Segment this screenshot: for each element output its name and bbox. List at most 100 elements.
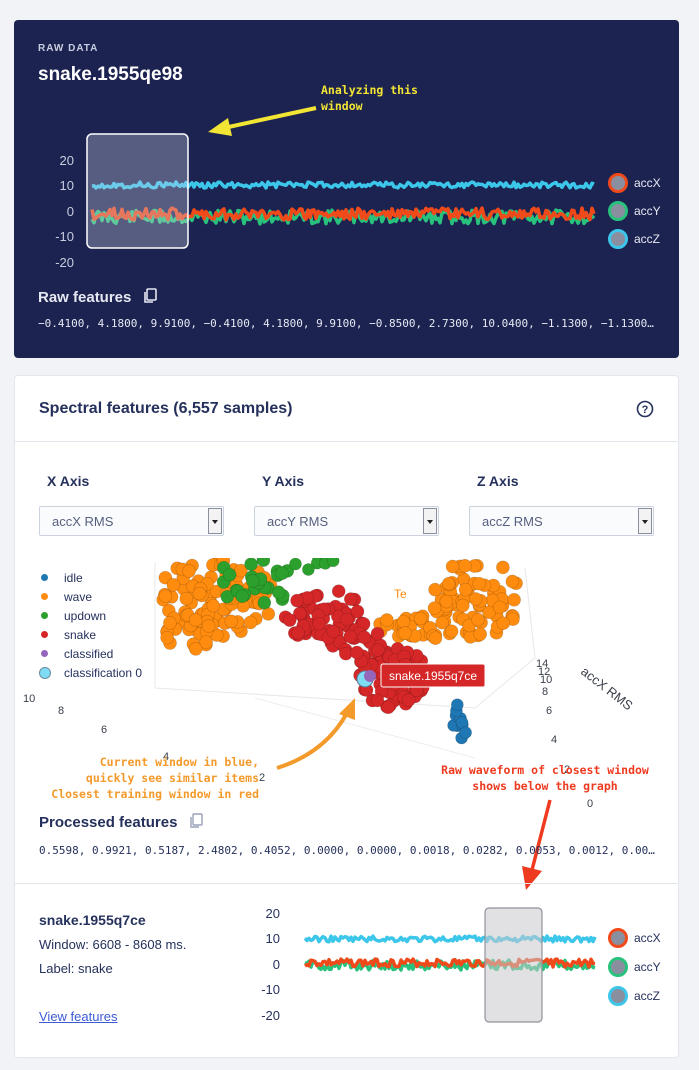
right-tick: 14 (536, 658, 548, 670)
analyzing-annotation: Analyzing this window (321, 83, 418, 113)
y-tick: -10 (261, 982, 280, 997)
feature-scatter-plot[interactable]: snake.1955q7ce Te 14 12 10 8 6 4 2 0 10 … (15, 558, 678, 808)
classified-point (364, 670, 376, 682)
raw-features-values: −0.4100, 4.1800, 9.9100, −0.4100, 4.1800… (38, 317, 658, 330)
left-tick: 4 (163, 751, 169, 763)
scatter-point (507, 592, 521, 607)
y-tick: 0 (67, 204, 74, 219)
legend-item[interactable]: idle (39, 568, 142, 587)
scatter-point (292, 606, 307, 621)
legend-label: accY (634, 960, 661, 974)
legend-item[interactable]: snake (39, 625, 142, 644)
scatter-point (381, 700, 396, 715)
right-tick: 2 (564, 764, 570, 776)
processed-features-label: Processed features (39, 813, 203, 831)
legend-dot-icon (41, 650, 48, 657)
scatter-point (302, 563, 315, 576)
scatter-point (444, 624, 459, 639)
legend-label: accY (634, 204, 661, 218)
view-features-link[interactable]: View features (39, 1009, 118, 1024)
scatter-point (222, 567, 237, 582)
divider (15, 883, 678, 884)
z-axis-select[interactable]: accZ RMS (469, 506, 654, 536)
legend-label: accX (634, 176, 661, 190)
scatter-point (331, 584, 346, 599)
scatter-point (182, 564, 196, 578)
y-axis-select[interactable]: accY RMS (254, 506, 439, 536)
signal-lines (303, 934, 597, 972)
y-tick: -20 (55, 255, 74, 270)
legend-item[interactable]: classified (39, 644, 142, 663)
scatter-point (289, 558, 302, 571)
spectral-title: Spectral features (6,557 samples) (39, 400, 293, 417)
copy-icon[interactable] (143, 288, 157, 304)
scatter-point (326, 558, 340, 568)
y-tick: 0 (273, 957, 280, 972)
scatter-point (224, 614, 239, 629)
right-tick: 0 (587, 798, 593, 808)
scatter-point (201, 619, 216, 633)
scatter-point (439, 594, 454, 609)
scatter-point (473, 627, 488, 642)
closest-sample-chart[interactable]: 20 10 0 -10 -20 accX accY accZ (245, 901, 665, 1031)
signal-lines (90, 180, 596, 226)
legend-swatch-icon (608, 229, 628, 249)
legend-item[interactable]: updown (39, 606, 142, 625)
red-annotation: Raw waveform of closest window shows bel… (441, 763, 649, 793)
help-icon[interactable]: ? (636, 400, 654, 418)
x-axis-select[interactable]: accX RMS (39, 506, 224, 536)
scatter-point (496, 560, 510, 575)
left-tick: 2 (259, 772, 265, 784)
scatter-point (459, 726, 472, 739)
chevron-down-icon[interactable] (638, 508, 652, 534)
scatter-point (163, 616, 177, 630)
chevron-down-icon[interactable] (208, 508, 222, 534)
scatter-point (428, 582, 442, 597)
legend-swatch-icon (608, 201, 628, 221)
legend-swatch-icon (608, 986, 628, 1006)
legend-item[interactable]: wave (39, 587, 142, 606)
legend-item[interactable]: classification 0 (39, 663, 142, 682)
scatter-point (343, 592, 358, 606)
scatter-point (350, 604, 365, 619)
y-axis-label: Y Axis (262, 473, 305, 489)
closest-sample-label: Label: snake (39, 961, 113, 976)
signal-legend: accX accY accZ (608, 173, 661, 249)
scatter-point (496, 616, 511, 631)
scatter-point (343, 629, 358, 644)
legend-dot-icon (41, 574, 48, 581)
y-tick: 10 (60, 178, 74, 193)
chevron-down-icon[interactable] (423, 508, 437, 534)
scatter-points (156, 558, 523, 745)
scatter-point (291, 625, 305, 640)
axis-title: accX RMS (578, 664, 636, 714)
scatter-point (275, 566, 289, 581)
scatter-point (282, 613, 297, 627)
scatter-point (340, 612, 354, 627)
scatter-point (357, 630, 372, 645)
scatter-point (256, 558, 271, 568)
y-tick: -10 (55, 229, 74, 244)
scatter-point (441, 576, 456, 591)
analysis-window[interactable] (86, 133, 189, 249)
scatter-point (445, 559, 460, 574)
spectral-features-panel: Spectral features (6,557 samples) ? X Ax… (14, 375, 679, 1058)
divider (15, 441, 678, 442)
legend-label: accZ (634, 989, 660, 1003)
right-tick: 8 (542, 686, 548, 698)
legend-dot-icon (41, 631, 48, 638)
scatter-point (370, 693, 385, 708)
scatter-point (271, 585, 286, 600)
raw-signal-chart[interactable]: 20 10 0 -10 -20 accX accY accZ (24, 125, 664, 275)
scatter-point (244, 558, 258, 572)
scatter-point (257, 595, 272, 610)
scatter-point (220, 589, 235, 604)
legend-dot-icon (39, 666, 51, 679)
closest-window-highlight[interactable] (484, 907, 543, 1023)
scatter-point (326, 624, 341, 639)
copy-icon[interactable] (189, 813, 203, 829)
plot-legend: idle wave updown snake classified classi… (39, 568, 142, 682)
scatter-point (179, 591, 194, 606)
scatter-point (243, 615, 258, 630)
x-axis-label: X Axis (47, 473, 90, 489)
